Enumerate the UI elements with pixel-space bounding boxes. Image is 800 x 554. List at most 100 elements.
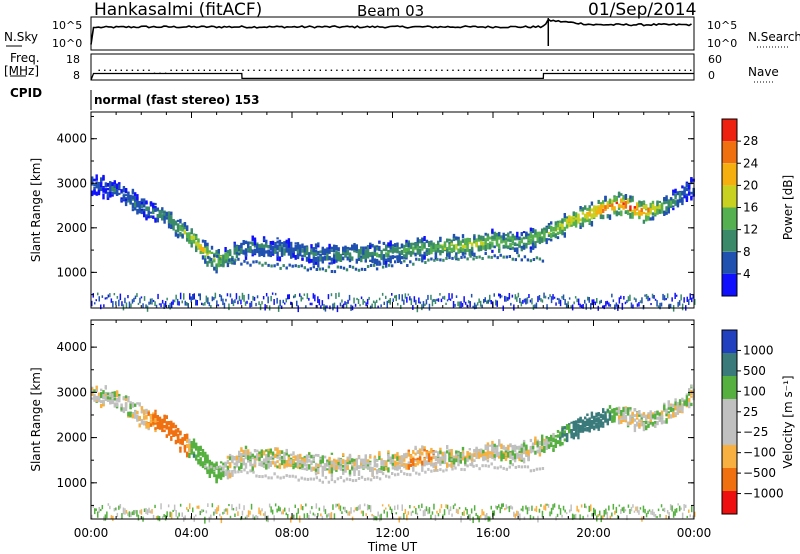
- power-cell: [215, 249, 218, 254]
- power-cell: [593, 212, 596, 218]
- power-cell: [683, 190, 686, 195]
- velocity-cell: [394, 466, 397, 471]
- power-cell: [493, 231, 496, 236]
- velocity-cell: [342, 453, 345, 457]
- velocity-cell: [561, 432, 564, 438]
- power-cell: [372, 263, 376, 267]
- nave-dot: [275, 69, 277, 71]
- nave-dot: [479, 69, 482, 71]
- velocity-cell: [445, 504, 447, 508]
- power-cell: [482, 241, 485, 246]
- velocity-cell: [378, 514, 381, 522]
- velocity-cell: [124, 407, 128, 411]
- velocity-cell: [360, 458, 363, 464]
- velocity-cell: [231, 504, 233, 511]
- power-cell: [197, 242, 200, 249]
- power-cell: [537, 296, 539, 303]
- velocity-cell: [676, 402, 680, 408]
- power-cell: [134, 205, 137, 211]
- velocity-cell: [104, 394, 107, 397]
- velocity-cell: [91, 397, 94, 400]
- power-cell: [650, 303, 652, 306]
- power-cell: [538, 241, 542, 245]
- velocity-cell: [271, 460, 275, 465]
- power-cell: [336, 305, 339, 313]
- power-cell: [672, 207, 675, 211]
- velocity-cell: [287, 454, 291, 458]
- power-cell: [498, 247, 501, 253]
- velocity-cell: [455, 451, 458, 457]
- power-cell: [642, 219, 646, 224]
- velocity-cell: [479, 450, 483, 454]
- power-cell: [208, 258, 211, 264]
- power-cell: [516, 247, 519, 251]
- velocity-cell: [563, 430, 566, 434]
- power-cell: [502, 234, 505, 241]
- power-cell: [125, 302, 128, 309]
- power-cell: [423, 246, 426, 249]
- power-cell: [158, 303, 161, 306]
- power-cell: [136, 293, 138, 297]
- velocity-cell: [253, 449, 257, 453]
- velocity-cell: [138, 423, 141, 428]
- velocity-cell: [136, 418, 139, 422]
- velocity-cell: [618, 504, 621, 507]
- power-cell: [347, 299, 349, 304]
- power-cell: [486, 244, 490, 250]
- velocity-cell: [554, 442, 557, 446]
- velocity-cell: [111, 393, 114, 399]
- velocity-cell: [685, 504, 687, 508]
- nave-dot: [264, 69, 266, 71]
- power-cell: [148, 301, 150, 305]
- velocity-cell: [109, 505, 111, 510]
- velocity-cell: [586, 427, 589, 432]
- power-cell: [437, 248, 440, 253]
- velocity-cell: [337, 462, 340, 466]
- velocity-cell: [657, 508, 660, 512]
- nave-dot: [231, 69, 233, 71]
- power-cell: [430, 257, 433, 261]
- velocity-cell: [253, 516, 256, 520]
- power-cell: [479, 235, 483, 240]
- velocity-cell: [556, 435, 560, 438]
- velocity-cell: [585, 505, 587, 509]
- velocity-cell: [608, 505, 610, 511]
- velocity-cell: [364, 458, 367, 464]
- power-cell: [434, 245, 438, 251]
- power-cell: [247, 243, 250, 250]
- velocity-cell: [243, 505, 245, 511]
- power-cell: [253, 248, 257, 255]
- velocity-cell: [165, 434, 168, 438]
- velocity-cell: [222, 511, 224, 515]
- velocity-cell: [231, 470, 234, 473]
- velocity-cell: [192, 451, 196, 455]
- velocity-cell: [225, 508, 227, 512]
- velocity-cell: [564, 509, 566, 513]
- power-cell: [534, 230, 537, 235]
- velocity-cell: [163, 425, 166, 429]
- velocity-cell: [326, 468, 329, 471]
- power-cell: [531, 245, 535, 250]
- velocity-cell: [274, 453, 277, 458]
- power-cell: [620, 193, 623, 196]
- velocity-cells: [91, 384, 696, 524]
- power-cell: [149, 201, 153, 205]
- power-cell: [204, 258, 207, 262]
- velocity-cell: [190, 441, 193, 447]
- cpid-label: CPID: [10, 86, 43, 100]
- velocity-cell: [656, 416, 659, 420]
- power-cell: [339, 265, 343, 269]
- velocity-cell: [486, 513, 488, 520]
- power-cell: [199, 249, 202, 255]
- power-cell: [531, 240, 535, 244]
- velocity-cell: [124, 396, 128, 402]
- velocity-cell: [102, 399, 105, 405]
- velocity-cell: [146, 509, 149, 515]
- velocity-cell: [319, 457, 322, 460]
- power-cell: [602, 200, 605, 205]
- velocity-cell: [581, 426, 585, 433]
- nave-dot: [170, 69, 172, 71]
- power-cell: [531, 234, 535, 240]
- velocity-cell: [568, 424, 571, 430]
- velocity-cell: [342, 465, 345, 468]
